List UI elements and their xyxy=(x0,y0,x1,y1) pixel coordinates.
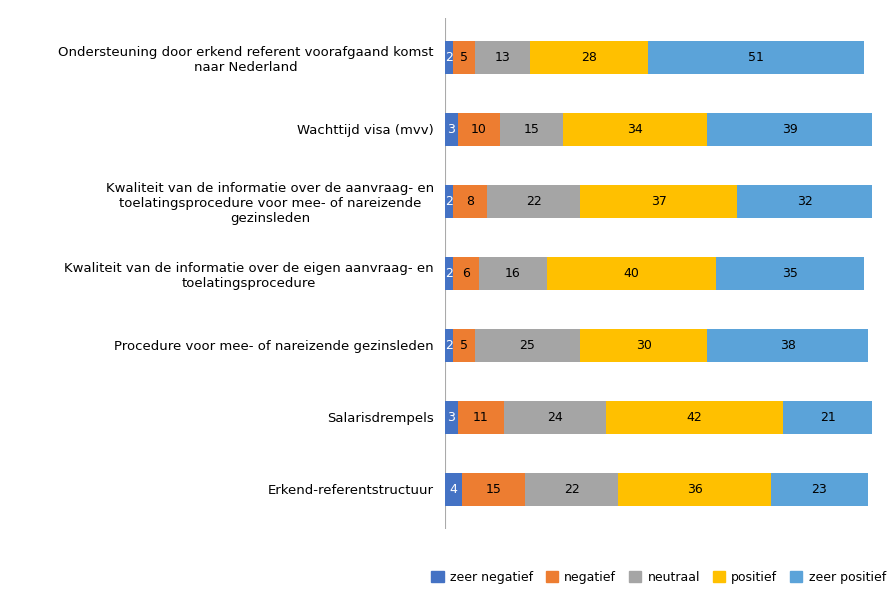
Text: 13: 13 xyxy=(494,51,510,64)
Bar xyxy=(445,41,454,74)
Bar xyxy=(505,401,606,434)
Text: 8: 8 xyxy=(466,195,474,208)
Bar xyxy=(500,113,563,145)
Bar xyxy=(454,257,479,290)
Bar xyxy=(454,185,488,218)
Text: 5: 5 xyxy=(460,51,468,64)
Text: 42: 42 xyxy=(687,411,702,424)
Bar xyxy=(445,473,462,505)
Text: 40: 40 xyxy=(623,267,639,280)
Bar xyxy=(546,257,716,290)
Text: 51: 51 xyxy=(748,51,764,64)
Bar xyxy=(445,257,454,290)
Text: 35: 35 xyxy=(781,267,797,280)
Bar xyxy=(619,473,771,505)
Text: 36: 36 xyxy=(687,483,702,496)
Text: 6: 6 xyxy=(462,267,470,280)
Text: 39: 39 xyxy=(781,123,797,136)
Text: 34: 34 xyxy=(627,123,643,136)
Bar xyxy=(479,257,546,290)
Text: 22: 22 xyxy=(526,195,542,208)
Bar xyxy=(563,113,708,145)
Bar xyxy=(530,41,648,74)
Text: 28: 28 xyxy=(581,51,597,64)
Bar xyxy=(648,41,863,74)
Bar xyxy=(708,113,872,145)
Text: 21: 21 xyxy=(820,411,836,424)
Bar xyxy=(445,113,457,145)
Text: 2: 2 xyxy=(445,195,453,208)
Bar xyxy=(454,41,474,74)
Bar xyxy=(474,41,530,74)
Text: 2: 2 xyxy=(445,51,453,64)
Text: 23: 23 xyxy=(812,483,827,496)
Bar xyxy=(445,401,457,434)
Text: 11: 11 xyxy=(473,411,489,424)
Text: 22: 22 xyxy=(564,483,579,496)
Text: 25: 25 xyxy=(520,339,536,352)
Text: 24: 24 xyxy=(547,411,562,424)
Text: 2: 2 xyxy=(445,267,453,280)
Text: 30: 30 xyxy=(635,339,651,352)
Text: 15: 15 xyxy=(486,483,502,496)
Bar xyxy=(580,329,708,362)
Text: 15: 15 xyxy=(524,123,539,136)
Bar xyxy=(708,329,868,362)
Bar xyxy=(445,329,454,362)
Text: 38: 38 xyxy=(780,339,796,352)
Bar xyxy=(580,185,737,218)
Text: 32: 32 xyxy=(797,195,813,208)
Bar xyxy=(488,185,580,218)
Bar xyxy=(716,257,863,290)
Text: 2: 2 xyxy=(445,339,453,352)
Text: 37: 37 xyxy=(651,195,667,208)
Bar xyxy=(783,401,872,434)
Bar xyxy=(457,401,505,434)
Text: 10: 10 xyxy=(471,123,487,136)
Text: 5: 5 xyxy=(460,339,468,352)
Bar xyxy=(454,329,474,362)
Bar xyxy=(474,329,580,362)
Text: 3: 3 xyxy=(448,123,456,136)
Bar xyxy=(737,185,872,218)
Bar xyxy=(462,473,525,505)
Text: 4: 4 xyxy=(449,483,457,496)
Bar xyxy=(445,185,454,218)
Bar xyxy=(771,473,868,505)
Text: 16: 16 xyxy=(505,267,521,280)
Bar xyxy=(525,473,619,505)
Legend: zeer negatief, negatief, neutraal, positief, zeer positief: zeer negatief, negatief, neutraal, posit… xyxy=(426,566,890,589)
Bar xyxy=(457,113,500,145)
Text: 3: 3 xyxy=(448,411,456,424)
Bar xyxy=(606,401,783,434)
